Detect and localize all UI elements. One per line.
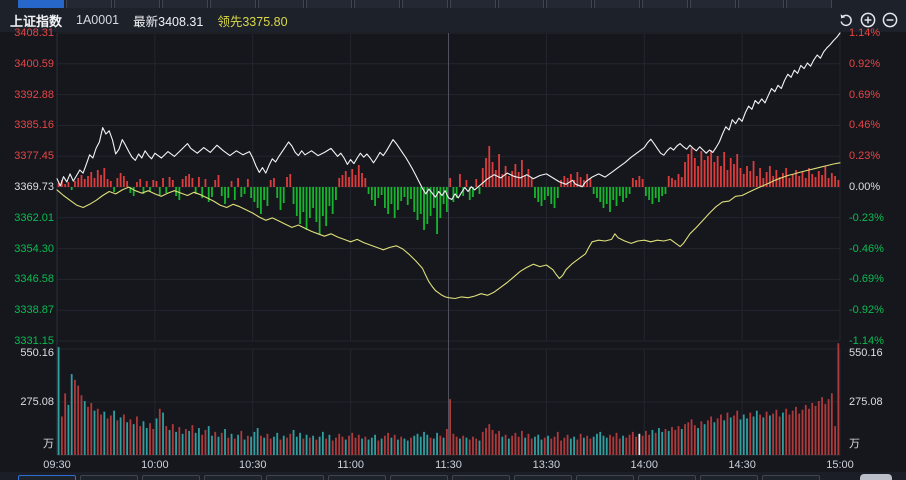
percent-axis-label: -0.69% — [849, 273, 884, 286]
bottom-tab[interactable] — [700, 475, 758, 480]
zoom-out-icon[interactable] — [881, 12, 898, 29]
bottom-tab[interactable] — [18, 475, 76, 480]
bottom-tab[interactable] — [762, 475, 820, 480]
price-axis-label: 3346.58 — [14, 273, 54, 286]
percent-axis-label: -1.14% — [849, 335, 884, 347]
bottom-tab[interactable] — [328, 475, 386, 480]
time-axis-label: 11:30 — [435, 459, 462, 471]
price-axis-label: 3400.59 — [14, 57, 54, 70]
zoom-in-icon[interactable] — [859, 12, 876, 29]
time-axis-label: 09:30 — [43, 459, 71, 471]
bottom-tab[interactable] — [576, 475, 634, 480]
time-axis-label: 14:30 — [728, 459, 756, 471]
leading-label: 领先 — [217, 14, 243, 29]
percent-axis-label: 0.00% — [849, 181, 881, 193]
percent-axis-label: -0.46% — [849, 242, 884, 255]
title-bar: 上证指数 1A0001 最新3408.31 领先3375.80 — [0, 8, 906, 32]
time-axis-label: 10:30 — [238, 459, 267, 471]
scrollbar-grip[interactable] — [860, 474, 892, 480]
percent-axis-label: 0.23% — [849, 150, 881, 163]
price-axis-label: 3385.16 — [14, 119, 54, 132]
chart-toolbar — [837, 8, 898, 32]
price-axis-label: 3338.87 — [14, 304, 54, 317]
bottom-tab[interactable] — [266, 475, 324, 480]
latest-price: 最新3408.31 — [133, 11, 203, 30]
undo-icon[interactable] — [837, 12, 854, 29]
percent-axis-label: 0.46% — [849, 119, 881, 132]
bottom-tab[interactable] — [80, 475, 138, 480]
percent-axis-label: 0.92% — [849, 57, 881, 70]
volume-axis-label: 550.16 — [20, 347, 54, 359]
bottom-tab[interactable] — [390, 475, 448, 480]
volume-axis-label: 275.08 — [849, 396, 883, 408]
percent-axis-label: -0.23% — [849, 211, 884, 224]
bottom-tab[interactable] — [452, 475, 510, 480]
price-axis-label: 3354.30 — [14, 242, 54, 255]
volume-axis-label: 550.16 — [849, 347, 883, 359]
volume-axis-label: 275.08 — [20, 396, 54, 408]
price-axis-label: 3377.45 — [14, 150, 54, 163]
price-axis-label: 3369.73 — [14, 181, 54, 193]
bottom-tab-strip[interactable] — [0, 472, 906, 480]
price-axis-label: 3392.88 — [14, 88, 54, 101]
time-axis-label: 10:00 — [141, 459, 169, 471]
time-axis-label: 15:00 — [826, 459, 854, 471]
leading-value: 3375.80 — [242, 14, 288, 29]
time-axis-label: 11:00 — [337, 459, 364, 471]
bottom-tab[interactable] — [514, 475, 572, 480]
bottom-tab[interactable] — [204, 475, 262, 480]
percent-axis-label: 1.14% — [849, 27, 881, 39]
index-name: 上证指数 — [10, 13, 63, 29]
percent-axis-label: 0.69% — [849, 88, 881, 101]
volume-unit-label: 万 — [849, 438, 860, 450]
volume-unit-label: 万 — [43, 438, 54, 450]
latest-value: 3408.31 — [158, 14, 204, 29]
index-code: 1A0001 — [76, 13, 120, 27]
price-axis-label: 3408.31 — [14, 27, 54, 39]
leading-price: 领先3375.80 — [217, 11, 287, 30]
bottom-tab[interactable] — [638, 475, 696, 480]
price-axis-label: 3362.01 — [14, 211, 54, 224]
percent-axis-label: -0.92% — [849, 304, 884, 317]
price-axis-label: 3331.15 — [14, 335, 54, 347]
time-axis-label: 14:00 — [630, 459, 659, 471]
time-axis-label: 13:30 — [532, 459, 561, 471]
bottom-tab[interactable] — [142, 475, 200, 480]
latest-label: 最新 — [133, 14, 159, 29]
